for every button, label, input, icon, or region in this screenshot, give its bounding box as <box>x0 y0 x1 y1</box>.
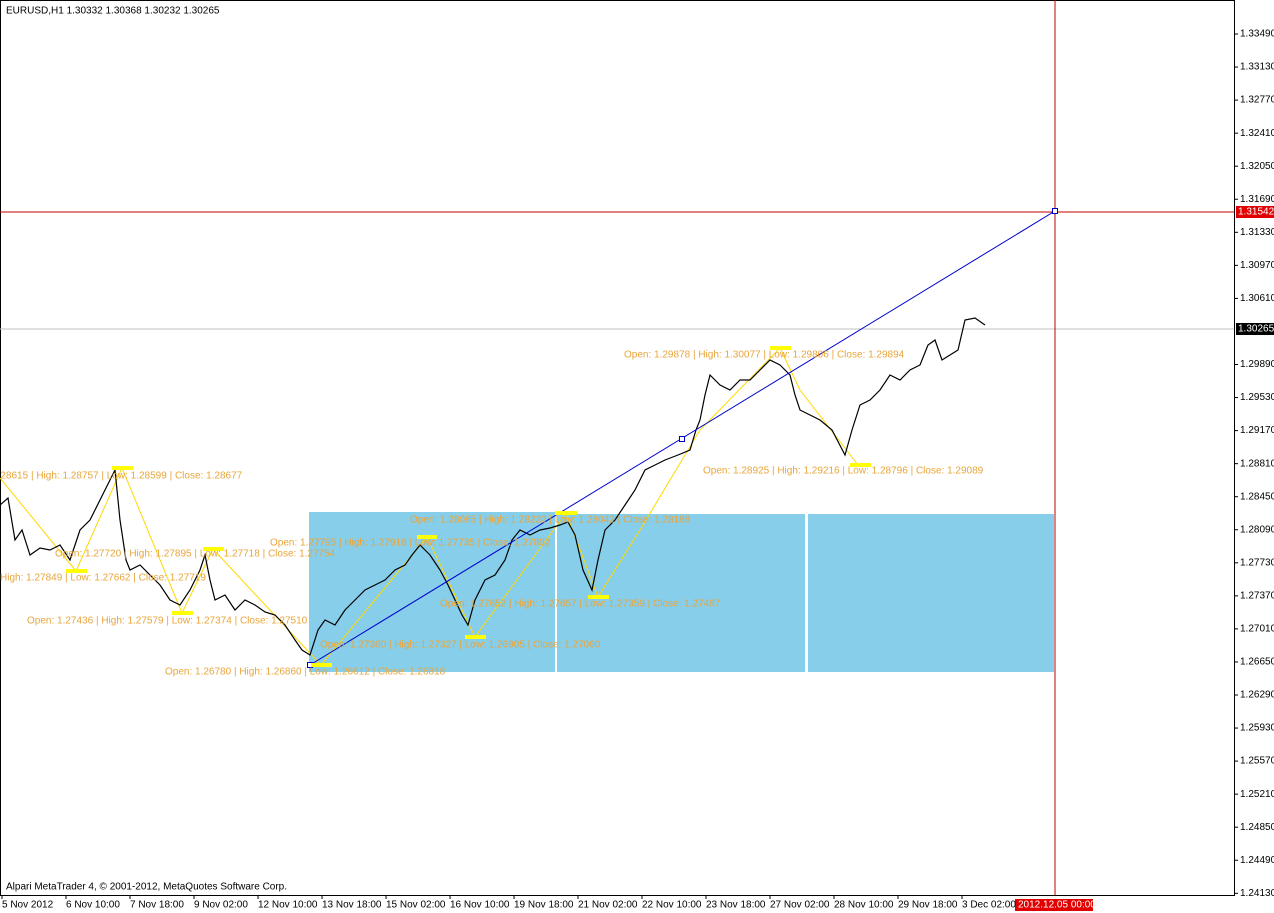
time-label: 9 Nov 02:00 <box>194 900 248 911</box>
time-label: 13 Nov 18:00 <box>322 900 382 911</box>
price-label: 1.29530 <box>1240 392 1274 403</box>
time-label: 6 Nov 10:00 <box>66 900 120 911</box>
time-label: 22 Nov 10:00 <box>642 900 702 911</box>
price-label: 1.26290 <box>1240 690 1274 701</box>
price-tag <box>1236 206 1274 218</box>
price-label: 1.29170 <box>1240 425 1274 436</box>
price-label: 1.30970 <box>1240 260 1274 271</box>
price-label: 1.28810 <box>1240 458 1274 469</box>
bar-annotation: Open: 1.27795 | High: 1.27918 | Low: 1.2… <box>270 538 551 549</box>
trend-point <box>1052 208 1058 214</box>
time-label: 27 Nov 02:00 <box>770 900 830 911</box>
price-label: 1.32410 <box>1240 128 1274 139</box>
price-label: 1.29890 <box>1240 359 1274 370</box>
time-label: 19 Nov 18:00 <box>514 900 574 911</box>
time-label: 21 Nov 02:00 <box>578 900 638 911</box>
symbol-line: EURUSD,H1 1.30332 1.30368 1.30232 1.3026… <box>6 6 220 17</box>
footer: Alpari MetaTrader 4, © 2001-2012, MetaQu… <box>6 882 287 893</box>
bar-annotation: Open: 1.26780 | High: 1.26860 | Low: 1.2… <box>165 667 446 678</box>
price-label: 1.31330 <box>1240 227 1274 238</box>
bar-annotation: Open: 1.27720 | High: 1.27895 | Low: 1.2… <box>55 549 336 560</box>
price-label: 1.25930 <box>1240 723 1274 734</box>
time-label: 5 Nov 2012 <box>2 900 54 911</box>
time-label: 15 Nov 02:00 <box>386 900 446 911</box>
time-label: 28 Nov 10:00 <box>834 900 894 911</box>
price-label: 1.28090 <box>1240 524 1274 535</box>
price-label: 1.26650 <box>1240 657 1274 668</box>
price-tag <box>1236 323 1274 335</box>
zone <box>808 514 1054 672</box>
price-label: 1.33490 <box>1240 29 1274 40</box>
crosshair-price: 1.31542 <box>1238 207 1274 218</box>
price-label: 1.27730 <box>1240 557 1274 568</box>
price-label: 1.25570 <box>1240 756 1274 767</box>
price-label: 1.24130 <box>1240 888 1274 899</box>
price-label: 1.31690 <box>1240 194 1274 205</box>
price-bars <box>0 317 986 656</box>
time-label: 3 Dec 02:00 <box>962 900 1016 911</box>
trend-point <box>679 436 685 442</box>
time-tag <box>1015 899 1093 911</box>
price-label: 1.28450 <box>1240 491 1274 502</box>
time-label: 23 Nov 18:00 <box>706 900 766 911</box>
price-label: 1.33130 <box>1240 62 1274 73</box>
time-label: 12 Nov 10:00 <box>258 900 318 911</box>
bar-annotation: Open: 1.28925 | High: 1.29216 | Low: 1.2… <box>703 466 984 477</box>
current-price: 1.30265 <box>1238 324 1274 335</box>
bar-annotation: Open: 1.28615 | High: 1.28757 | Low: 1.2… <box>0 471 243 482</box>
bar-annotation: High: 1.27849 | Low: 1.27662 | Close: 1.… <box>0 573 206 584</box>
price-label: 1.25210 <box>1240 789 1274 800</box>
price-label: 1.24850 <box>1240 822 1274 833</box>
bar-annotation: Open: 1.27652 | High: 1.27657 | Low: 1.2… <box>440 599 721 610</box>
time-label: 7 Nov 18:00 <box>130 900 184 911</box>
bar-annotation: Open: 1.27360 | High: 1.27327 | Low: 1.2… <box>320 640 601 651</box>
time-label: 16 Nov 10:00 <box>450 900 510 911</box>
plot-frame <box>0 0 1235 896</box>
price-label: 1.32050 <box>1240 161 1274 172</box>
price-label: 1.27370 <box>1240 590 1274 601</box>
bar-annotation: Open: 1.29878 | High: 1.30077 | Low: 1.2… <box>624 350 905 361</box>
bar-annotation: Open: 1.27436 | High: 1.27579 | Low: 1.2… <box>27 616 308 627</box>
price-label: 1.32770 <box>1240 95 1274 106</box>
crosshair-time: 2012.12.05 00:00 <box>1018 900 1096 911</box>
bar-annotation: Open: 1.28085 | High: 1.28222 | Low: 1.2… <box>410 515 691 526</box>
time-label: 29 Nov 18:00 <box>898 900 958 911</box>
price-label: 1.27010 <box>1240 624 1274 635</box>
price-label: 1.30610 <box>1240 293 1274 304</box>
price-label: 1.24490 <box>1240 855 1274 866</box>
zone <box>557 514 805 672</box>
